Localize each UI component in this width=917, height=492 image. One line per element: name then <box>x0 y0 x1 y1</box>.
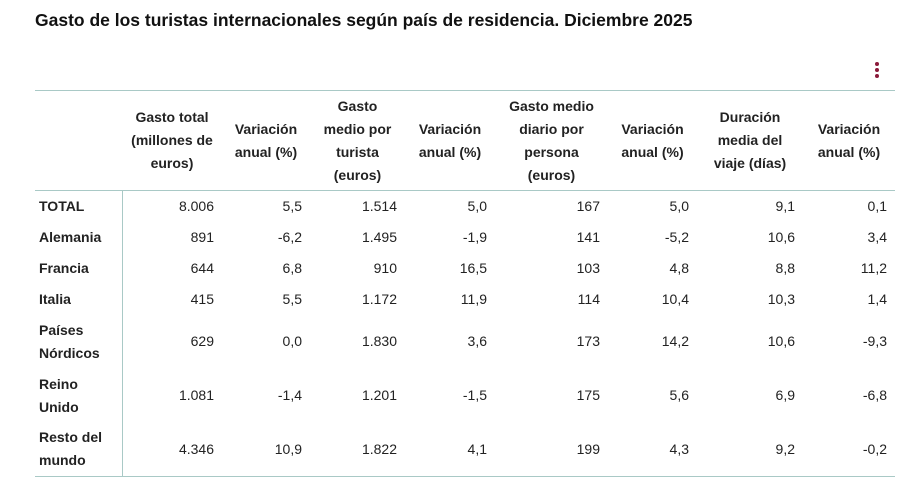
table-cell: 5,0 <box>467 197 487 214</box>
table-cell: 0,1 <box>867 197 887 214</box>
table-cell: 629 <box>190 333 214 349</box>
table-cell: -1,4 <box>277 387 302 403</box>
row-label: Resto del mundo <box>35 422 123 477</box>
row-label: Países Nórdicos <box>35 314 123 369</box>
table-cell: -0,2 <box>862 440 887 457</box>
table-cell: -6,8 <box>862 387 887 403</box>
table-row: Francia 644 6,8 910 16,5 103 4,8 8,8 11,2 <box>35 252 895 284</box>
table-cell: -1,5 <box>462 387 487 403</box>
table-row: Alemania 891 -6,2 1.495 -1,9 141 -5,2 10,6 3,4 <box>35 221 895 253</box>
table-cell: 1,4 <box>867 290 887 307</box>
row-label: Italia <box>35 283 123 315</box>
table-body: TOTAL 8.006 5,5 1.514 5,0 167 5,0 9,1 0,1 Alemani… <box>35 190 895 477</box>
table-cell: 4,8 <box>669 259 689 276</box>
table-cell: 10,3 <box>767 290 795 307</box>
table-cell: 10,9 <box>274 440 302 457</box>
table-cell: 891 <box>190 228 214 245</box>
row-label: Alemania <box>35 221 123 253</box>
table-cell: 1.172 <box>361 290 397 307</box>
table-head: Gasto total (millones de euros) Variación… <box>35 90 895 191</box>
table-cell: -5,2 <box>664 228 689 245</box>
column-header: Variación anual (%) <box>621 120 684 160</box>
table-cell: 1.822 <box>361 440 397 457</box>
table-cell: 199 <box>576 440 600 457</box>
column-header: Variación anual (%) <box>817 120 881 160</box>
table-cell: -1,9 <box>462 228 487 245</box>
column-header: Gasto total (millones de euros) <box>131 109 213 171</box>
page-title: Gasto de los turistas internacionales se… <box>35 10 693 30</box>
table-cell: 0,0 <box>282 333 302 349</box>
table-cell: 5,0 <box>669 197 689 214</box>
table-row: Países Nórdicos 629 0,0 1.830 3,6 173 14,2 10,6… <box>35 314 895 369</box>
table-cell: 114 <box>577 290 600 307</box>
table-cell: 6,9 <box>775 387 795 403</box>
table-row: TOTAL 8.006 5,5 1.514 5,0 167 5,0 9,1 0,1 <box>35 190 895 222</box>
table-cell: 1.201 <box>361 387 397 403</box>
row-label: TOTAL <box>35 190 123 222</box>
table-cell: 11,2 <box>860 259 887 276</box>
table-cell: 6,8 <box>282 259 302 276</box>
table-cell: -9,3 <box>862 333 887 349</box>
table-cell: 1.830 <box>361 333 397 349</box>
row-label: Reino Unido <box>35 368 123 423</box>
column-header: Gasto medio por turista (euros) <box>323 97 392 183</box>
column-header <box>35 91 122 191</box>
data-table: Gasto total (millones de euros) Variación… <box>35 90 895 477</box>
table-cell: 10,6 <box>767 333 795 349</box>
table-cell: 3,4 <box>867 228 887 245</box>
table-cell: 3,6 <box>467 333 487 349</box>
table-row: Italia 415 5,5 1.172 11,9 114 10,4 10,3 1,4 <box>35 283 895 315</box>
table-cell: 10,4 <box>661 290 689 307</box>
table-cell: 4,1 <box>467 440 487 457</box>
column-header: Variación anual (%) <box>418 120 482 160</box>
table-cell: 11,9 <box>460 290 487 307</box>
table-cell: 415 <box>190 290 214 307</box>
table-cell: 141 <box>576 228 600 245</box>
table-cell: 167 <box>576 197 600 214</box>
header-row: Gasto total (millones de euros) Variación… <box>35 90 895 191</box>
table-cell: 8.006 <box>178 197 214 214</box>
column-header: Duración media del viaje (días) <box>713 109 787 171</box>
table-cell: 5,6 <box>669 387 689 403</box>
table-cell: 175 <box>576 387 600 403</box>
table-cell: 9,2 <box>775 440 795 457</box>
table-row: Reino Unido 1.081 -1,4 1.201 -1,5 175 5,6 6,9 -6… <box>35 368 895 423</box>
table-cell: 16,5 <box>459 259 487 276</box>
table-cell: 8,8 <box>775 259 795 276</box>
table-cell: 910 <box>373 259 397 276</box>
table-cell: 644 <box>190 259 214 276</box>
table-cell: 103 <box>576 259 600 276</box>
table-cell: 173 <box>576 333 600 349</box>
table-cell: 14,2 <box>661 333 689 349</box>
column-header: Variación anual (%) <box>234 120 298 160</box>
menu-button[interactable] <box>872 62 882 80</box>
table-cell: 10,6 <box>767 228 795 245</box>
column-header: Gasto medio diario por persona (euros) <box>509 97 594 183</box>
table-cell: 9,1 <box>775 197 795 214</box>
table-cell: 5,5 <box>282 290 302 307</box>
row-label: Francia <box>35 252 123 284</box>
table-cell: -6,2 <box>277 228 302 245</box>
table-cell: 1.514 <box>361 197 397 214</box>
table-cell: 1.495 <box>361 228 397 245</box>
table-cell: 4,3 <box>669 440 689 457</box>
table-cell: 5,5 <box>282 197 302 214</box>
table-row: Resto del mundo 4.346 10,9 1.822 4,1 199 4,3 9,… <box>35 422 895 477</box>
table-cell: 1.081 <box>178 387 214 403</box>
table-cell: 4.346 <box>178 440 214 457</box>
